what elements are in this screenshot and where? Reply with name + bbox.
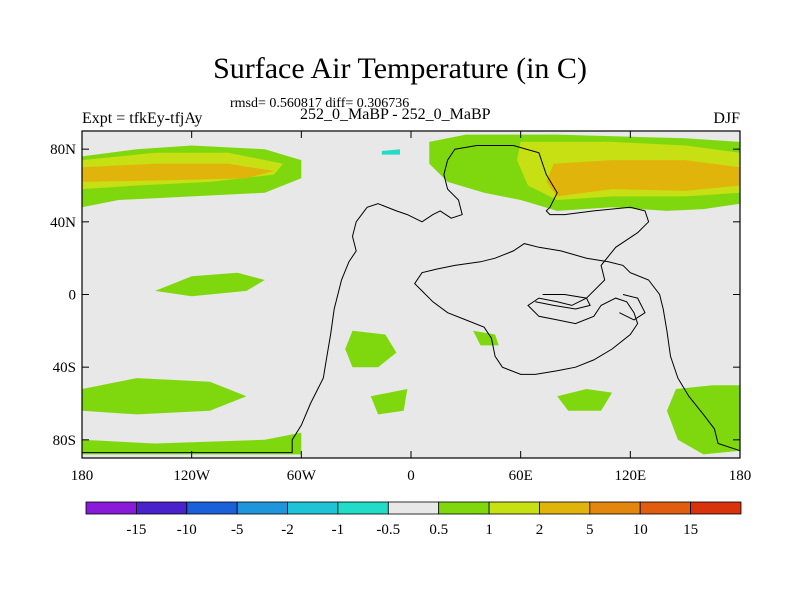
region-10: [546, 160, 740, 197]
region-11: [666, 385, 740, 455]
colorbar-box: [85, 501, 137, 515]
colorbar-box: [236, 501, 288, 515]
colorbar-box: [589, 501, 641, 515]
colorbar-label: 0.5: [429, 522, 448, 538]
x-axis: 180 120W 60W 0 60E 120E 180: [71, 131, 752, 484]
coastline-1: [535, 294, 591, 310]
y-tick-label: 80N: [50, 142, 76, 158]
colorbar-box: [387, 501, 440, 515]
region-5: [82, 432, 302, 455]
colorbar-label: -1: [332, 522, 345, 538]
colorbar-labels: -15 -10 -5 -2 -1 -0.5 0.5 1 2 5 10 15: [126, 522, 698, 538]
region-6: [345, 330, 397, 368]
x-tick-label: 120W: [173, 468, 211, 484]
colorbar-box: [488, 501, 540, 515]
colorbar-box: [337, 501, 389, 515]
colorbar-label: -10: [177, 522, 197, 538]
x-tick-label: 0: [407, 468, 415, 484]
region-7: [370, 389, 408, 415]
colorbar-label: 2: [536, 522, 544, 538]
colorbar-box: [639, 501, 692, 515]
colorbar-box: [186, 501, 238, 515]
colorbar-label: -15: [126, 522, 146, 538]
y-tick-label: 40S: [53, 360, 76, 376]
colorbar-label: -5: [231, 522, 244, 538]
region-2: [82, 163, 274, 182]
chart-subtitle: rmsd= 0.560817 diff= 0.306736: [230, 96, 410, 111]
x-tick-label: 60E: [509, 468, 533, 484]
colorbar-box: [135, 501, 188, 515]
x-tick-label: 120E: [614, 468, 646, 484]
colorbar-label: 10: [633, 522, 648, 538]
coastlines: [82, 145, 741, 454]
experiment-label: Expt = tfkEy-tfjAy: [82, 110, 203, 127]
colorbar-label: 5: [586, 522, 594, 538]
colorbar-box: [287, 501, 339, 515]
y-tick-label: 0: [69, 288, 77, 304]
period-label: 252_0_MaBP - 252_0_MaBP: [300, 106, 491, 123]
y-tick-label: 80S: [53, 433, 76, 449]
colorbar-label: -0.5: [376, 522, 400, 538]
colorbar-label: 15: [683, 522, 698, 538]
colorbar-box: [438, 501, 490, 515]
colorbar-label: 1: [485, 522, 493, 538]
region-3: [155, 272, 265, 297]
chart-title: Surface Air Temperature (in C): [213, 52, 587, 85]
colorbar-box: [690, 501, 742, 515]
y-tick-label: 40N: [50, 215, 76, 231]
y-axis: 80N 40N 0 40S 80S: [50, 142, 740, 449]
temperature-regions: [82, 134, 740, 455]
coastline-2: [619, 294, 646, 321]
region-12: [557, 389, 613, 411]
region-4: [82, 378, 247, 415]
x-tick-label: 180: [729, 468, 752, 484]
x-tick-label: 180: [71, 468, 94, 484]
colorbar-box: [539, 501, 591, 515]
colorbar-boxes: [85, 501, 742, 515]
coastline-0: [82, 145, 741, 454]
season-label: DJF: [713, 110, 740, 127]
region-14: [381, 149, 400, 155]
x-tick-label: 60W: [287, 468, 317, 484]
colorbar-label: -2: [281, 522, 294, 538]
